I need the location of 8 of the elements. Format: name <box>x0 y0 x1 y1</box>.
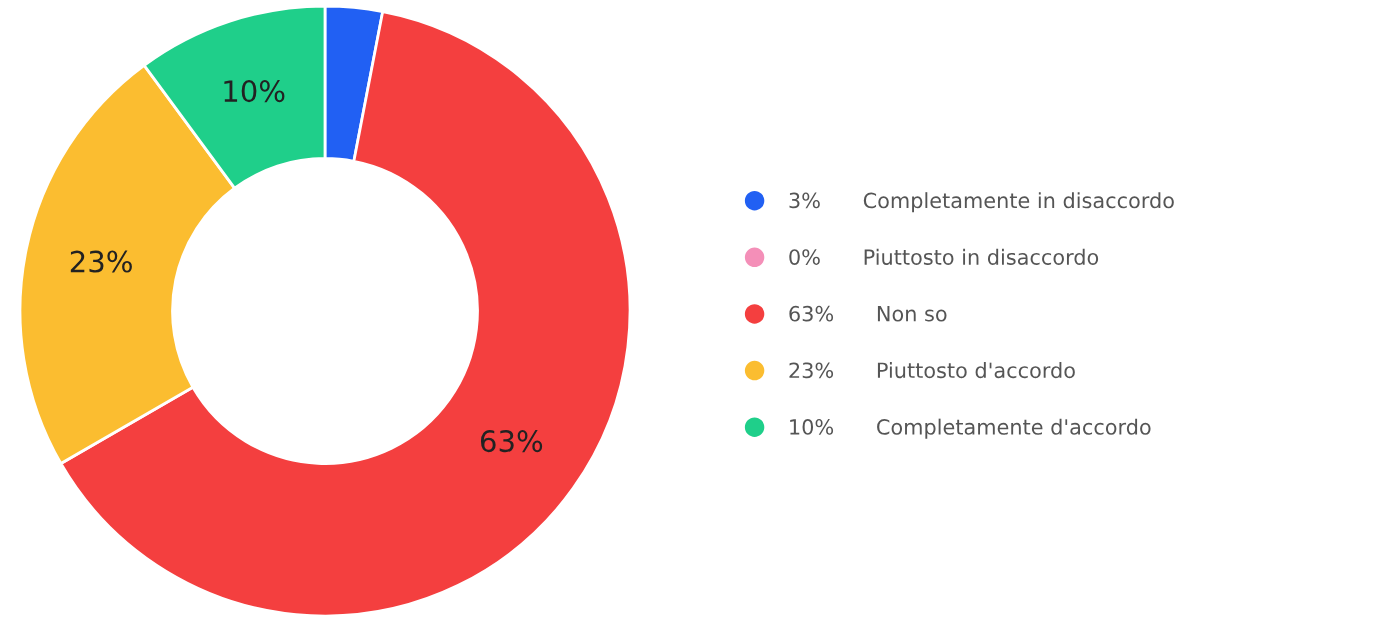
legend-label: 63% Non so <box>789 305 947 322</box>
data-label: 23% <box>70 250 132 273</box>
legend-label: 23% Piuttosto d'accordo <box>789 362 1075 379</box>
legend-label: 3% Completamente in disaccordo <box>789 192 1174 213</box>
legend-label: 0% Piuttosto in disaccordo <box>789 248 1099 265</box>
data-label: 10% <box>224 80 285 103</box>
data-label: 63% <box>480 430 543 453</box>
legend-label: 10% Completamente d'accordo <box>790 418 1151 439</box>
